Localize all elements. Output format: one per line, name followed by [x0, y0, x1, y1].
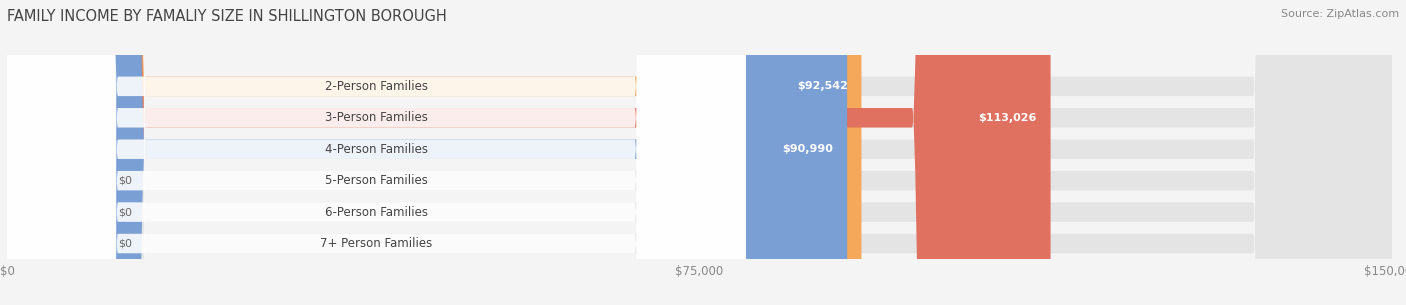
FancyBboxPatch shape [7, 0, 1392, 305]
FancyBboxPatch shape [7, 0, 1392, 305]
FancyBboxPatch shape [7, 0, 100, 305]
Text: FAMILY INCOME BY FAMALIY SIZE IN SHILLINGTON BOROUGH: FAMILY INCOME BY FAMALIY SIZE IN SHILLIN… [7, 9, 447, 24]
FancyBboxPatch shape [7, 0, 745, 305]
Text: $92,542: $92,542 [797, 81, 848, 91]
FancyBboxPatch shape [7, 0, 100, 305]
FancyBboxPatch shape [7, 0, 100, 305]
Text: Source: ZipAtlas.com: Source: ZipAtlas.com [1281, 9, 1399, 19]
FancyBboxPatch shape [7, 0, 848, 305]
FancyBboxPatch shape [7, 0, 745, 305]
Text: 5-Person Families: 5-Person Families [325, 174, 427, 187]
Text: $90,990: $90,990 [782, 144, 834, 154]
FancyBboxPatch shape [7, 0, 745, 305]
Text: 4-Person Families: 4-Person Families [325, 143, 427, 156]
Text: 2-Person Families: 2-Person Families [325, 80, 427, 93]
FancyBboxPatch shape [7, 0, 745, 305]
FancyBboxPatch shape [7, 0, 745, 305]
Text: $113,026: $113,026 [979, 113, 1036, 123]
FancyBboxPatch shape [7, 0, 1392, 305]
FancyBboxPatch shape [7, 0, 1392, 305]
FancyBboxPatch shape [7, 0, 1392, 305]
FancyBboxPatch shape [7, 0, 1050, 305]
FancyBboxPatch shape [7, 0, 1392, 305]
Text: $0: $0 [118, 207, 132, 217]
Text: 7+ Person Families: 7+ Person Families [321, 237, 433, 250]
Text: 6-Person Families: 6-Person Families [325, 206, 427, 219]
Text: $0: $0 [118, 176, 132, 186]
Text: $0: $0 [118, 239, 132, 249]
FancyBboxPatch shape [7, 0, 745, 305]
Text: 3-Person Families: 3-Person Families [325, 111, 427, 124]
FancyBboxPatch shape [7, 0, 862, 305]
